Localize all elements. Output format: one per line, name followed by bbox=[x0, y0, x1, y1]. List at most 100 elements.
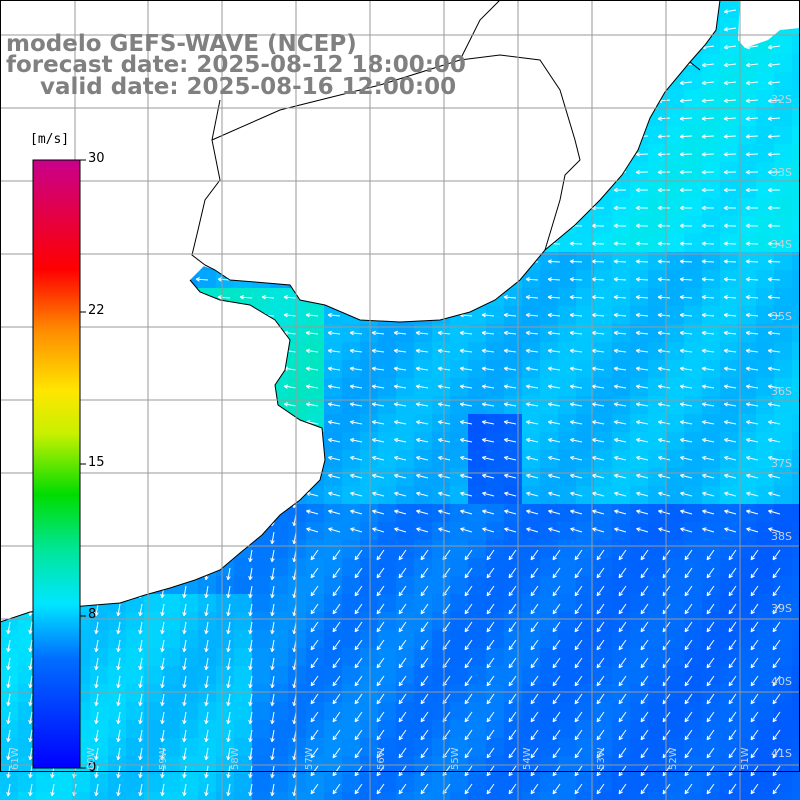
field-cell bbox=[558, 702, 576, 720]
field-cell bbox=[576, 414, 594, 432]
field-cell bbox=[666, 90, 684, 108]
field-cell bbox=[486, 702, 504, 720]
field-cell bbox=[432, 540, 450, 558]
field-cell bbox=[576, 576, 594, 594]
field-cell bbox=[162, 594, 180, 612]
field-cell bbox=[540, 666, 558, 684]
field-cell bbox=[288, 360, 306, 378]
field-cell bbox=[414, 666, 432, 684]
field-cell bbox=[576, 720, 594, 738]
field-cell bbox=[612, 666, 630, 684]
field-cell bbox=[702, 774, 720, 792]
field-cell bbox=[756, 684, 774, 702]
field-cell bbox=[558, 414, 576, 432]
field-cell bbox=[576, 558, 594, 576]
lon-label-52w: 52W bbox=[668, 747, 679, 770]
field-cell bbox=[702, 720, 720, 738]
field-cell bbox=[306, 792, 324, 800]
field-cell bbox=[396, 504, 414, 522]
field-cell bbox=[612, 684, 630, 702]
field-cell bbox=[324, 612, 342, 630]
field-cell bbox=[666, 144, 684, 162]
field-cell bbox=[180, 684, 198, 702]
field-cell bbox=[594, 306, 612, 324]
field-cell bbox=[630, 252, 648, 270]
field-cell bbox=[576, 252, 594, 270]
field-cell bbox=[774, 702, 792, 720]
field-cell bbox=[720, 792, 738, 800]
lon-label-57w: 57W bbox=[304, 747, 315, 770]
field-cell bbox=[126, 702, 144, 720]
field-cell bbox=[576, 594, 594, 612]
field-cell bbox=[360, 450, 378, 468]
field-cell bbox=[540, 630, 558, 648]
field-cell bbox=[594, 576, 612, 594]
field-cell bbox=[738, 450, 756, 468]
field-cell bbox=[324, 486, 342, 504]
lat-label-39s: 39S bbox=[771, 602, 792, 615]
field-cell bbox=[234, 738, 252, 756]
field-cell bbox=[774, 342, 792, 360]
field-cell bbox=[756, 216, 774, 234]
field-cell bbox=[666, 432, 684, 450]
field-cell bbox=[792, 342, 800, 360]
field-cell bbox=[234, 792, 252, 800]
field-cell bbox=[612, 630, 630, 648]
field-cell bbox=[702, 252, 720, 270]
field-cell bbox=[360, 702, 378, 720]
field-cell bbox=[468, 594, 486, 612]
field-cell bbox=[576, 792, 594, 800]
field-cell bbox=[720, 684, 738, 702]
field-cell bbox=[792, 126, 800, 144]
field-cell bbox=[126, 648, 144, 666]
field-cell bbox=[648, 648, 666, 666]
field-cell bbox=[702, 702, 720, 720]
colorbar-tick-30: 30 bbox=[88, 151, 105, 166]
field-cell bbox=[486, 558, 504, 576]
wind-arrow bbox=[679, 80, 693, 86]
wind-arrow bbox=[767, 116, 781, 121]
field-cell bbox=[630, 540, 648, 558]
field-cell bbox=[792, 522, 800, 540]
field-cell bbox=[270, 648, 288, 666]
field-cell bbox=[288, 576, 306, 594]
field-cell bbox=[756, 450, 774, 468]
field-cell bbox=[504, 648, 522, 666]
field-cell bbox=[144, 774, 162, 792]
field-cell bbox=[792, 396, 800, 414]
field-cell bbox=[396, 540, 414, 558]
field-cell bbox=[288, 612, 306, 630]
field-cell bbox=[756, 630, 774, 648]
field-cell bbox=[216, 648, 234, 666]
field-cell bbox=[666, 306, 684, 324]
field-cell bbox=[396, 594, 414, 612]
field-cell bbox=[432, 774, 450, 792]
field-cell bbox=[0, 648, 18, 666]
field-cell bbox=[738, 576, 756, 594]
field-cell bbox=[738, 540, 756, 558]
field-cell bbox=[630, 198, 648, 216]
field-cell bbox=[234, 630, 252, 648]
field-cell bbox=[360, 558, 378, 576]
field-cell bbox=[324, 792, 342, 800]
field-cell bbox=[324, 540, 342, 558]
field-cell bbox=[648, 468, 666, 486]
field-cell bbox=[666, 540, 684, 558]
field-cell bbox=[234, 648, 252, 666]
field-cell bbox=[450, 576, 468, 594]
field-cell bbox=[342, 558, 360, 576]
field-cell bbox=[522, 702, 540, 720]
field-cell bbox=[252, 540, 270, 558]
lat-label-33s: 33S bbox=[771, 166, 792, 179]
field-cell bbox=[540, 702, 558, 720]
colorbar-tick-8: 8 bbox=[88, 607, 97, 622]
field-cell bbox=[684, 342, 702, 360]
field-cell bbox=[648, 162, 666, 180]
field-cell bbox=[216, 774, 234, 792]
field-cell bbox=[612, 720, 630, 738]
field-cell bbox=[666, 378, 684, 396]
field-cell bbox=[360, 792, 378, 800]
field-cell bbox=[558, 684, 576, 702]
field-cell bbox=[648, 594, 666, 612]
